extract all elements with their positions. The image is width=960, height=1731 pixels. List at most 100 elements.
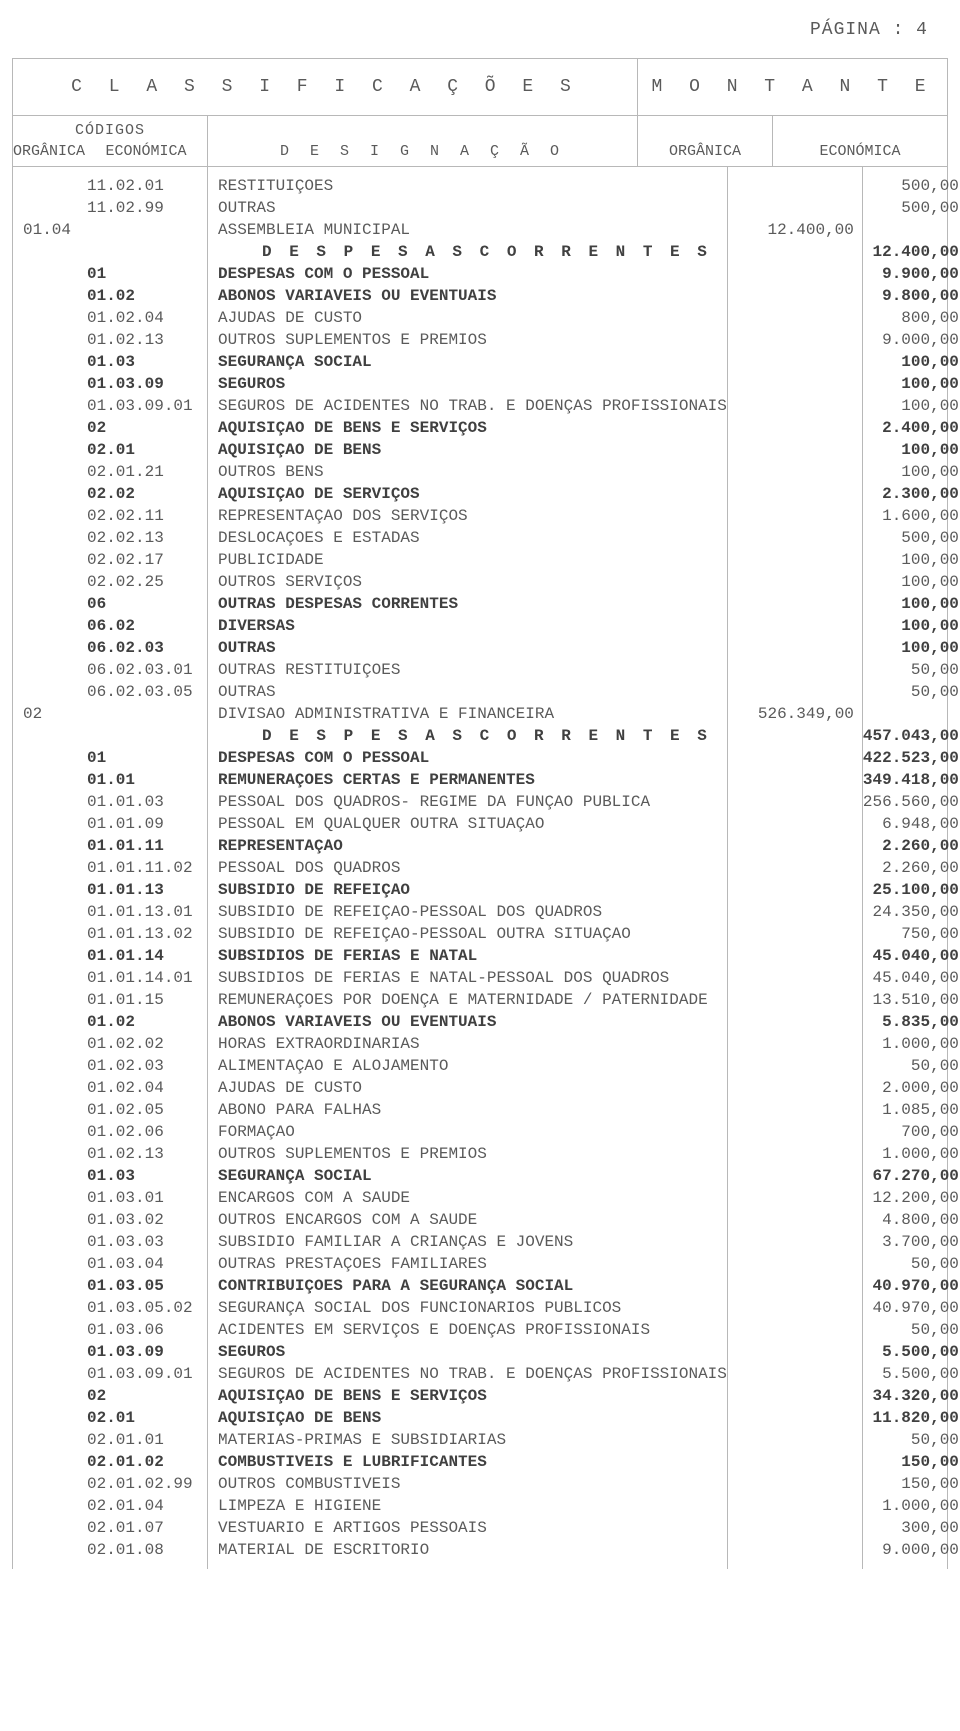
table-cell: 06.02.03.05 (83, 681, 207, 703)
table-cell: 4.800,00 (863, 1209, 960, 1231)
table-cell (13, 329, 83, 351)
table-cell: 06.02 (83, 615, 207, 637)
table-cell (13, 1517, 83, 1539)
table-cell (83, 219, 207, 241)
table-cell: D E S P E S A S C O R R E N T E S (208, 725, 727, 747)
table-cell (13, 1385, 83, 1407)
table-cell: 01.03 (83, 1165, 207, 1187)
table-cell: 800,00 (863, 307, 960, 329)
table-cell: LIMPEZA E HIGIENE (208, 1495, 727, 1517)
table-cell (13, 923, 83, 945)
table-cell: SEGUROS DE ACIDENTES NO TRAB. E DOENÇAS … (208, 395, 727, 417)
table-cell (728, 857, 862, 879)
table-cell (728, 395, 862, 417)
table-cell: 01.03.09 (83, 1341, 207, 1363)
table-cell (728, 351, 862, 373)
table-cell: 500,00 (863, 197, 960, 219)
table-cell: 2.260,00 (863, 835, 960, 857)
header-montante: M O N T A N T E (638, 59, 947, 115)
table-cell: 11.820,00 (863, 1407, 960, 1429)
table-cell: 02.01 (83, 439, 207, 461)
table-cell: 11.02.99 (83, 197, 207, 219)
table-cell: 526.349,00 (728, 703, 862, 725)
table-cell (728, 1473, 862, 1495)
table-cell (728, 1011, 862, 1033)
table-cell: 150,00 (863, 1473, 960, 1495)
table-cell: SUBSIDIOS DE FERIAS E NATAL-PESSOAL DOS … (208, 967, 727, 989)
table-cell (728, 1253, 862, 1275)
table-cell (13, 659, 83, 681)
table-cell: 25.100,00 (863, 879, 960, 901)
table-cell (13, 241, 83, 263)
table-cell (83, 725, 207, 747)
table-cell (728, 1231, 862, 1253)
table-cell: SEGURANÇA SOCIAL (208, 351, 727, 373)
table-cell: 02.01.01 (83, 1429, 207, 1451)
table-cell (728, 329, 862, 351)
table-cell: 01 (83, 263, 207, 285)
header-cod-organica: ORGÂNICA (13, 143, 85, 166)
table-cell: SEGUROS (208, 1341, 727, 1363)
table-cell (13, 505, 83, 527)
table-cell: 5.835,00 (863, 1011, 960, 1033)
table-cell (728, 681, 862, 703)
column-mont-economica: 500,00500,00 12.400,009.900,009.800,0080… (863, 167, 960, 1569)
table-cell: 100,00 (863, 593, 960, 615)
table-cell: 100,00 (863, 461, 960, 483)
table-cell: 2.260,00 (863, 857, 960, 879)
table-cell (728, 967, 862, 989)
table-cell: SUBSIDIO DE REFEIÇAO-PESSOAL DOS QUADROS (208, 901, 727, 923)
table-cell: 12.200,00 (863, 1187, 960, 1209)
table-cell (728, 1341, 862, 1363)
table-cell: OUTRAS (208, 681, 727, 703)
table-cell (13, 901, 83, 923)
table-cell: 01.03.06 (83, 1319, 207, 1341)
table-cell: 01.01.03 (83, 791, 207, 813)
table-cell: 01.03.09.01 (83, 1363, 207, 1385)
table-cell (13, 1539, 83, 1561)
table-cell (13, 1407, 83, 1429)
table-cell: SEGUROS DE ACIDENTES NO TRAB. E DOENÇAS … (208, 1363, 727, 1385)
table-cell: 06.02.03 (83, 637, 207, 659)
table-cell: 02.01.07 (83, 1517, 207, 1539)
table-cell (13, 197, 83, 219)
table-cell: 01.03.05.02 (83, 1297, 207, 1319)
table-cell: 02.02.25 (83, 571, 207, 593)
table-cell: AJUDAS DE CUSTO (208, 1077, 727, 1099)
table-cell (728, 1451, 862, 1473)
table-cell: ASSEMBLEIA MUNICIPAL (208, 219, 727, 241)
table-cell (728, 1539, 862, 1561)
table-cell: 01.03.01 (83, 1187, 207, 1209)
table-cell: OUTROS COMBUSTIVEIS (208, 1473, 727, 1495)
table-cell (13, 1275, 83, 1297)
table-cell (13, 967, 83, 989)
table-cell (728, 1055, 862, 1077)
table-cell (13, 1033, 83, 1055)
table-cell: VESTUARIO E ARTIGOS PESSOAIS (208, 1517, 727, 1539)
table-cell (728, 307, 862, 329)
table-cell: 11.02.01 (83, 175, 207, 197)
table-cell: 01.01.09 (83, 813, 207, 835)
table-cell (728, 505, 862, 527)
table-body: 01.04 02 11.02.0111.02.99 0101.0201.02.0… (13, 167, 947, 1569)
table-cell: 01.01.11.02 (83, 857, 207, 879)
table-cell: 40.970,00 (863, 1297, 960, 1319)
table-cell: 01.02.04 (83, 307, 207, 329)
table-cell (728, 1165, 862, 1187)
table-cell: ABONOS VARIAVEIS OU EVENTUAIS (208, 1011, 727, 1033)
table-cell (13, 989, 83, 1011)
table-cell: 02.02.11 (83, 505, 207, 527)
table-cell (13, 1099, 83, 1121)
table-cell: 01.02 (83, 1011, 207, 1033)
table-cell (728, 813, 862, 835)
table-cell (728, 571, 862, 593)
table-cell: 01.02.03 (83, 1055, 207, 1077)
table-cell: 01.01.15 (83, 989, 207, 1011)
table-cell (13, 747, 83, 769)
table-cell (728, 1363, 862, 1385)
header-cod-economica: ECONÓMICA (85, 143, 207, 166)
table-cell (728, 417, 862, 439)
table-cell: 06.02.03.01 (83, 659, 207, 681)
table-cell: REPRESENTAÇAO (208, 835, 727, 857)
table-cell: AQUISIÇAO DE BENS (208, 439, 727, 461)
